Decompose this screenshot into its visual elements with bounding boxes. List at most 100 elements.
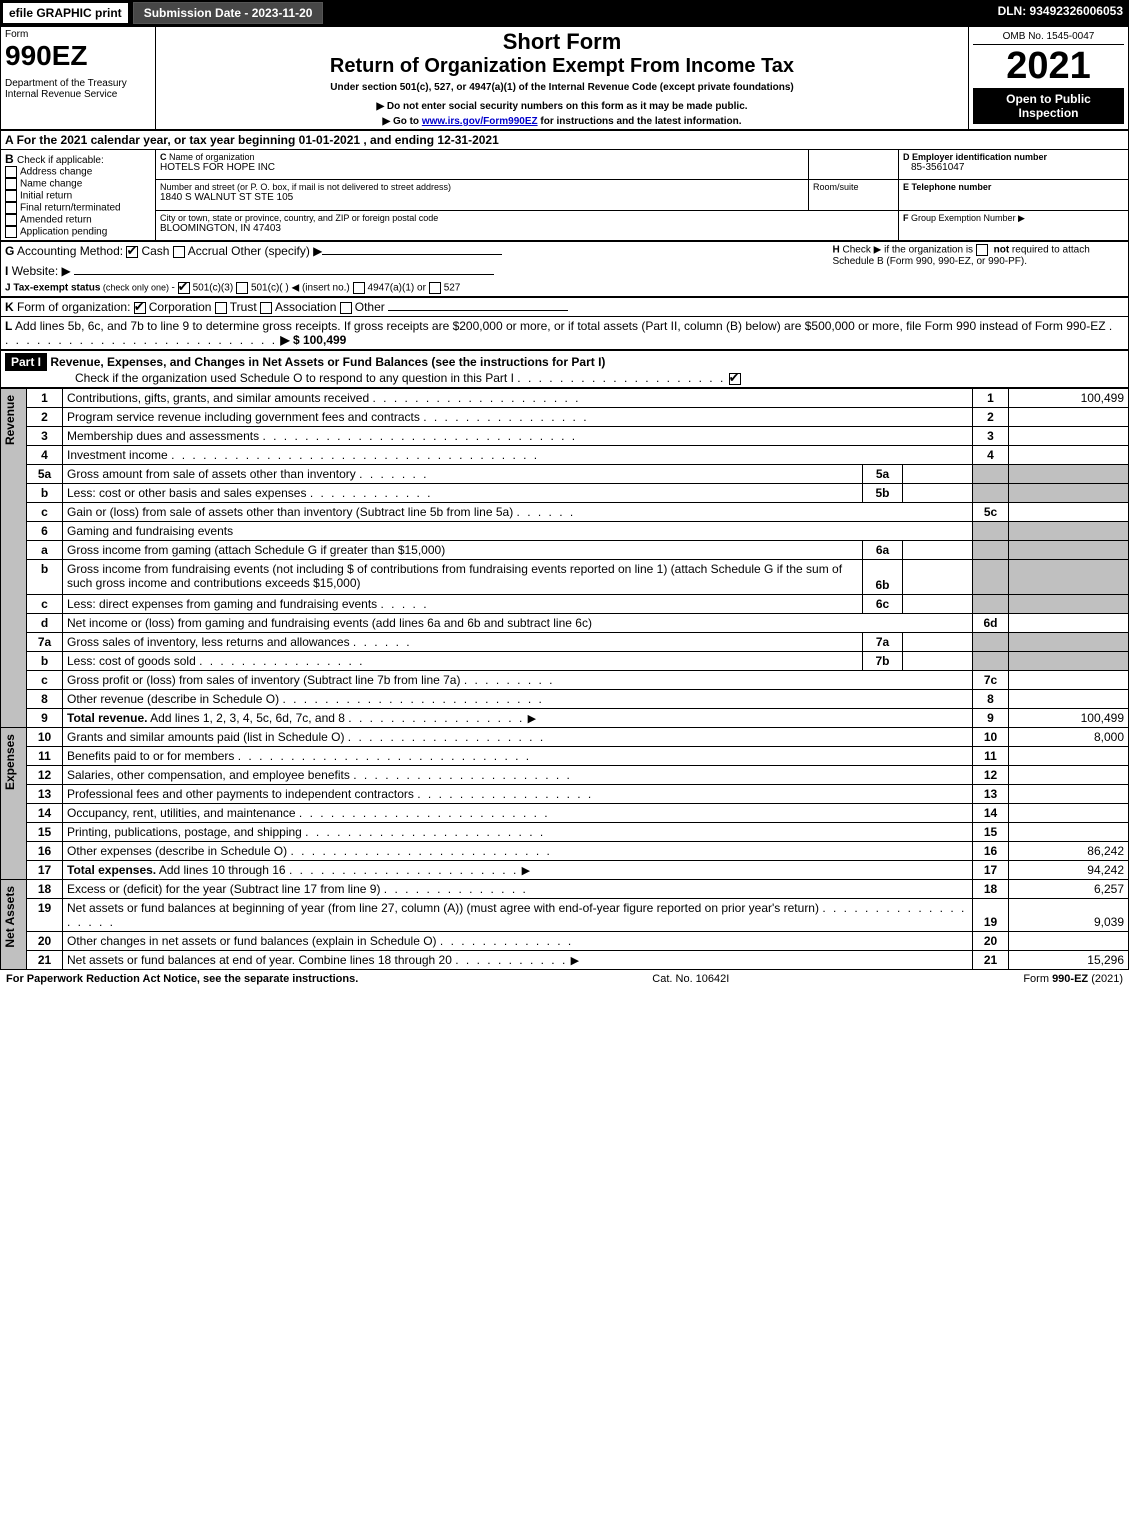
chk-accrual[interactable] — [173, 246, 185, 258]
l14-col: 14 — [973, 804, 1009, 823]
l13-col: 13 — [973, 785, 1009, 804]
part1-header-table: Part I Revenue, Expenses, and Changes in… — [0, 350, 1129, 388]
l14-num: 14 — [27, 804, 63, 823]
l11-num: 11 — [27, 747, 63, 766]
line-G: G Accounting Method: Cash Accrual Other … — [5, 244, 825, 258]
chk-association[interactable] — [260, 302, 272, 314]
l6d-num: d — [27, 614, 63, 633]
d-label: D Employer identification number — [903, 152, 1124, 162]
line-6a: Gross income from gaming (attach Schedul… — [63, 541, 863, 560]
line-6c: Less: direct expenses from gaming and fu… — [63, 595, 863, 614]
chk-address-change[interactable]: Address change — [5, 166, 151, 178]
line-k-table: K Form of organization: Corporation Trus… — [0, 297, 1129, 350]
l6-num: 6 — [27, 522, 63, 541]
efile-print-button[interactable]: efile GRAPHIC print — [2, 2, 129, 24]
chk-schedule-o[interactable] — [729, 373, 741, 385]
l15-col: 15 — [973, 823, 1009, 842]
l21-val: 15,296 — [1009, 951, 1129, 970]
l18-num: 18 — [27, 880, 63, 899]
line-11: Benefits paid to or for members . . . . … — [63, 747, 973, 766]
part1-title: Revenue, Expenses, and Changes in Net As… — [50, 355, 605, 369]
line-3: Membership dues and assessments . . . . … — [63, 427, 973, 446]
footer-right: Form 990-EZ (2021) — [1023, 973, 1123, 985]
chk-501c3[interactable] — [178, 282, 190, 294]
l9-num: 9 — [27, 709, 63, 728]
revenue-vlabel: Revenue — [1, 389, 19, 451]
submission-date-button[interactable]: Submission Date - 2023-11-20 — [133, 2, 324, 24]
line-4: Investment income . . . . . . . . . . . … — [63, 446, 973, 465]
chk-amended-return[interactable]: Amended return — [5, 214, 151, 226]
l6d-val — [1009, 614, 1129, 633]
part1-check-line: Check if the organization used Schedule … — [5, 371, 1124, 385]
l10-col: 10 — [973, 728, 1009, 747]
ssn-note: ▶ Do not enter social security numbers o… — [160, 101, 964, 112]
l7b-subcol: 7b — [863, 652, 903, 671]
short-form-title: Short Form — [160, 29, 964, 55]
line-7c: Gross profit or (loss) from sales of inv… — [63, 671, 973, 690]
line-5a: Gross amount from sale of assets other t… — [63, 465, 863, 484]
l6-gray2 — [1009, 522, 1129, 541]
l6-gray — [973, 522, 1009, 541]
l7a-gray2 — [1009, 633, 1129, 652]
subtitle: Under section 501(c), 527, or 4947(a)(1)… — [160, 82, 964, 93]
line-2: Program service revenue including govern… — [63, 408, 973, 427]
l1-val: 100,499 — [1009, 389, 1129, 408]
line-7a: Gross sales of inventory, less returns a… — [63, 633, 863, 652]
chk-corporation[interactable] — [134, 302, 146, 314]
l13-val — [1009, 785, 1129, 804]
l10-num: 10 — [27, 728, 63, 747]
city-value: BLOOMINGTON, IN 47403 — [160, 223, 894, 234]
part1-tag: Part I — [5, 353, 47, 371]
form-number: 990EZ — [5, 40, 151, 72]
l3-val — [1009, 427, 1129, 446]
l7c-val — [1009, 671, 1129, 690]
l17-col: 17 — [973, 861, 1009, 880]
l14-val — [1009, 804, 1129, 823]
line-J: J Tax-exempt status (check only one) - 5… — [5, 282, 825, 294]
line-16: Other expenses (describe in Schedule O) … — [63, 842, 973, 861]
l6c-subval — [903, 595, 973, 614]
l2-val — [1009, 408, 1129, 427]
l20-num: 20 — [27, 932, 63, 951]
chk-cash[interactable] — [126, 246, 138, 258]
org-name: HOTELS FOR HOPE INC — [160, 162, 804, 173]
chk-4947[interactable] — [353, 282, 365, 294]
l2-col: 2 — [973, 408, 1009, 427]
chk-trust[interactable] — [215, 302, 227, 314]
line-20: Other changes in net assets or fund bala… — [63, 932, 973, 951]
chk-other-org[interactable] — [340, 302, 352, 314]
line-H: H Check ▶ if the organization is not req… — [833, 244, 1125, 267]
chk-H[interactable] — [976, 244, 988, 256]
l6c-subcol: 6c — [863, 595, 903, 614]
l7c-col: 7c — [973, 671, 1009, 690]
line-6d: Net income or (loss) from gaming and fun… — [63, 614, 973, 633]
l6b-gray — [973, 560, 1009, 595]
l6b-subval — [903, 560, 973, 595]
l5b-gray2 — [1009, 484, 1129, 503]
chk-initial-return[interactable]: Initial return — [5, 190, 151, 202]
street-value: 1840 S WALNUT ST STE 105 — [160, 192, 804, 203]
chk-527[interactable] — [429, 282, 441, 294]
irs-link[interactable]: www.irs.gov/Form990EZ — [422, 116, 538, 127]
l7c-num: c — [27, 671, 63, 690]
footer-left: For Paperwork Reduction Act Notice, see … — [6, 973, 358, 985]
l5b-gray — [973, 484, 1009, 503]
l5a-gray2 — [1009, 465, 1129, 484]
footer-mid: Cat. No. 10642I — [652, 973, 729, 985]
l5b-subval — [903, 484, 973, 503]
chk-name-change[interactable]: Name change — [5, 178, 151, 190]
goto-post: for instructions and the latest informat… — [538, 116, 742, 127]
line-21: Net assets or fund balances at end of ye… — [63, 951, 973, 970]
chk-application-pending[interactable]: Application pending — [5, 226, 151, 238]
chk-501c[interactable] — [236, 282, 248, 294]
city-label: City or town, state or province, country… — [160, 213, 894, 223]
return-title: Return of Organization Exempt From Incom… — [160, 55, 964, 78]
l12-num: 12 — [27, 766, 63, 785]
chk-final-return[interactable]: Final return/terminated — [5, 202, 151, 214]
l21-col: 21 — [973, 951, 1009, 970]
l6a-gray2 — [1009, 541, 1129, 560]
expenses-vlabel: Expenses — [1, 728, 19, 796]
l1-num: 1 — [27, 389, 63, 408]
l5b-num: b — [27, 484, 63, 503]
form-header-table: Form 990EZ Department of the Treasury In… — [0, 26, 1129, 130]
